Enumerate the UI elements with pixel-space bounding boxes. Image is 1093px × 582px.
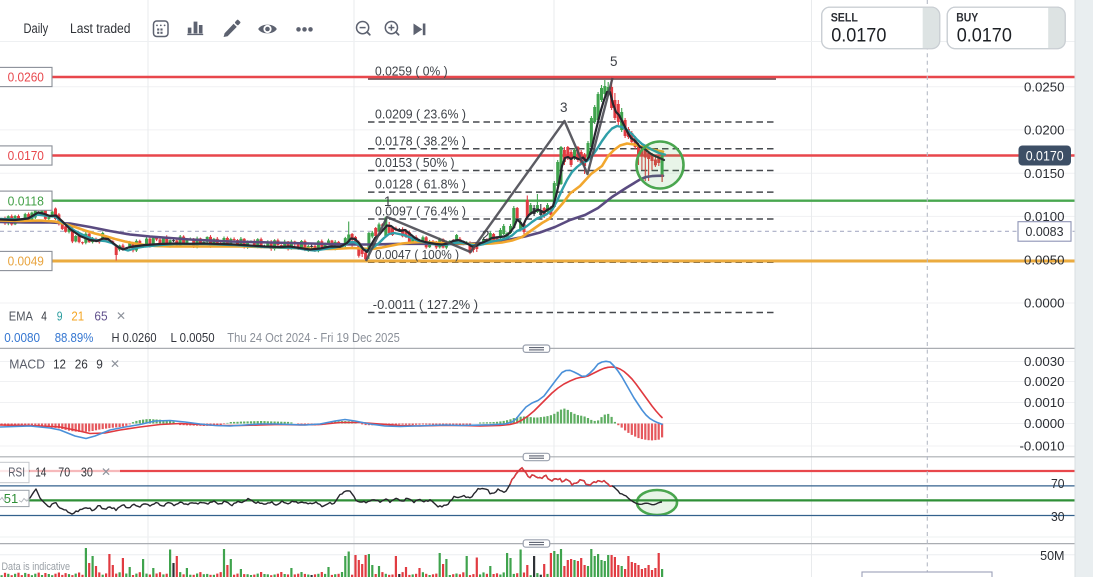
svg-text:0.0209 ( 23.6% ): 0.0209 ( 23.6% ) (375, 107, 466, 122)
svg-text:21: 21 (71, 309, 84, 324)
svg-text:0.0150: 0.0150 (1024, 166, 1065, 181)
svg-text:0.0200: 0.0200 (1024, 123, 1065, 138)
svg-text:RSI: RSI (8, 465, 25, 480)
svg-text:0.0178 ( 38.2% ): 0.0178 ( 38.2% ) (375, 133, 466, 148)
svg-text:0.0000: 0.0000 (1024, 416, 1065, 431)
svg-text:1: 1 (384, 194, 392, 209)
svg-text:12: 12 (53, 357, 66, 372)
svg-text:70: 70 (1051, 476, 1065, 491)
svg-text:3: 3 (560, 100, 568, 115)
svg-text:Daily: Daily (24, 21, 49, 36)
svg-text:0.0128 ( 61.8% ): 0.0128 ( 61.8% ) (375, 177, 466, 192)
svg-text:H 0.0260: H 0.0260 (112, 330, 157, 345)
svg-text:0.0259 ( 0% ): 0.0259 ( 0% ) (375, 64, 448, 79)
svg-text:EMA: EMA (9, 309, 33, 324)
svg-text:0.0030: 0.0030 (1024, 354, 1065, 369)
svg-text:26: 26 (75, 357, 88, 372)
svg-text:4: 4 (41, 309, 47, 324)
svg-text:0.0080: 0.0080 (4, 330, 40, 345)
svg-text:SELL: SELL (831, 11, 859, 25)
svg-text:30: 30 (81, 465, 93, 480)
svg-text:0.0250: 0.0250 (1024, 79, 1065, 94)
svg-text:-0.0010: -0.0010 (1020, 439, 1065, 454)
svg-text:0.0100: 0.0100 (1024, 209, 1065, 224)
svg-text:✕: ✕ (116, 309, 126, 323)
svg-text:0.0050: 0.0050 (1024, 252, 1065, 267)
svg-text:0.0047 ( 100% ): 0.0047 ( 100% ) (375, 247, 459, 262)
svg-text:L 0.0050: L 0.0050 (171, 330, 215, 345)
svg-text:0.0000: 0.0000 (1024, 296, 1065, 311)
svg-text:0.0049: 0.0049 (8, 254, 44, 269)
svg-text:14: 14 (35, 465, 46, 480)
svg-text:65: 65 (94, 309, 107, 324)
svg-text:51: 51 (4, 491, 18, 506)
svg-text:0.0170: 0.0170 (8, 148, 44, 163)
svg-text:Last traded: Last traded (70, 21, 131, 36)
svg-text:0.0170: 0.0170 (1026, 148, 1064, 163)
svg-text:0.0118: 0.0118 (8, 193, 44, 208)
svg-text:0.0170: 0.0170 (957, 25, 1012, 46)
svg-text:✕: ✕ (101, 465, 111, 479)
svg-text:0.0170: 0.0170 (831, 25, 886, 46)
svg-text:0.0010: 0.0010 (1024, 395, 1065, 410)
svg-text:0.0083: 0.0083 (1026, 224, 1064, 239)
svg-text:✕: ✕ (110, 357, 120, 371)
svg-text:5: 5 (610, 54, 618, 69)
svg-text:9: 9 (96, 357, 103, 372)
svg-text:50M: 50M (1040, 548, 1064, 563)
svg-text:BUY: BUY (956, 11, 978, 25)
svg-text:30: 30 (1051, 509, 1065, 524)
svg-text:Data is indicative: Data is indicative (2, 561, 71, 573)
svg-text:2: 2 (482, 228, 490, 243)
svg-text:-0.0011 ( 127.2% ): -0.0011 ( 127.2% ) (373, 297, 478, 312)
svg-text:9: 9 (57, 309, 63, 324)
svg-text:88.89%: 88.89% (55, 330, 94, 345)
svg-text:70: 70 (58, 465, 70, 480)
svg-text:0.0260: 0.0260 (8, 70, 44, 85)
svg-text:0.0097 ( 76.4% ): 0.0097 ( 76.4% ) (375, 204, 466, 219)
svg-text:MACD: MACD (9, 357, 45, 372)
svg-text:0.0020: 0.0020 (1024, 374, 1065, 389)
svg-text:Thu 24 Oct 2024 - Fri 19 Dec 2: Thu 24 Oct 2024 - Fri 19 Dec 2025 (227, 330, 399, 345)
svg-text:0.0153 ( 50% ): 0.0153 ( 50% ) (375, 155, 455, 170)
